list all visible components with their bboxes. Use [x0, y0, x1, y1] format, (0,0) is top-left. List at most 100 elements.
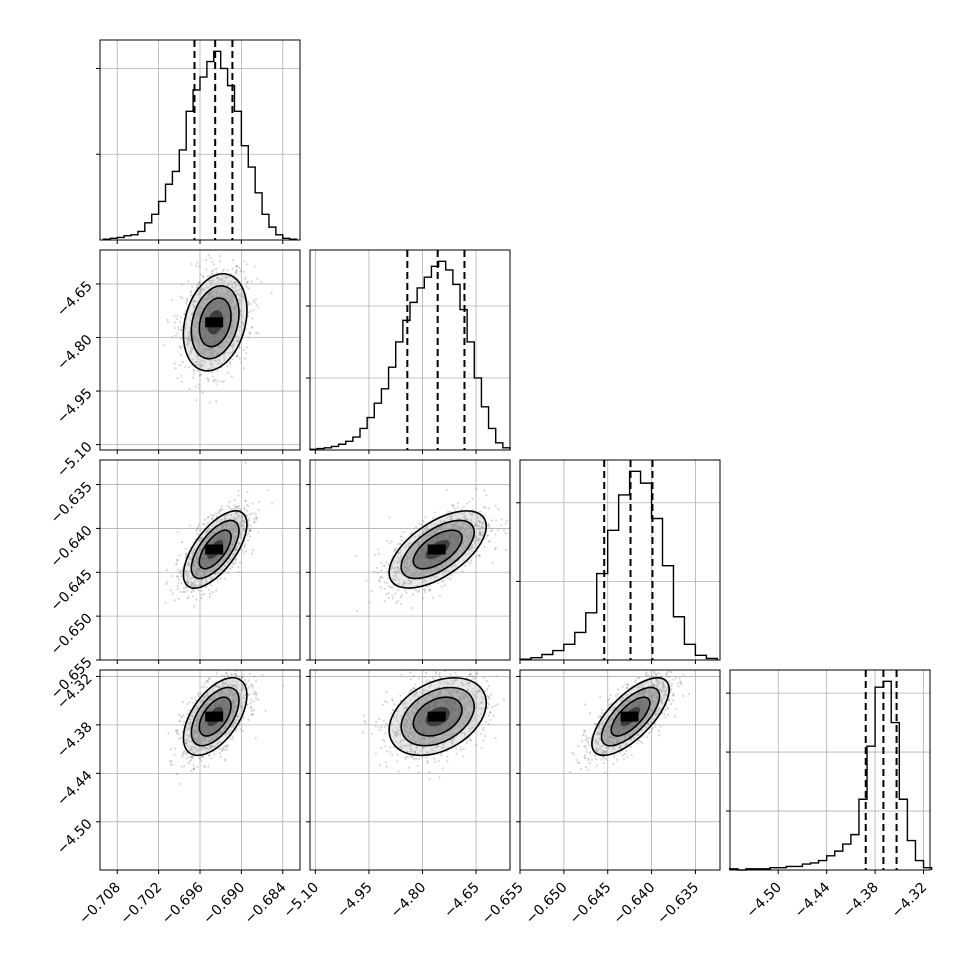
sample-point: [232, 553, 235, 556]
sample-point: [187, 728, 191, 731]
sample-point: [219, 577, 222, 580]
sample-point: [479, 526, 482, 529]
sample-point: [436, 582, 440, 585]
sample-point: [205, 580, 208, 584]
sample-point: [234, 506, 238, 509]
sample-point: [242, 544, 245, 547]
sample-point: [475, 546, 478, 549]
sample-point: [217, 276, 220, 279]
sample-point: [169, 747, 172, 751]
sample-point: [474, 523, 477, 526]
sample-point: [240, 524, 243, 528]
sample-point: [215, 515, 219, 518]
density-peak: [205, 317, 224, 328]
sample-point: [208, 745, 211, 748]
sample-point: [196, 584, 199, 587]
sample-point: [399, 535, 402, 538]
sample-point: [193, 583, 196, 586]
sample-point: [214, 572, 217, 575]
sample-point: [234, 674, 238, 677]
sample-point: [187, 762, 190, 765]
sample-point: [209, 367, 212, 370]
sample-point: [410, 607, 414, 610]
sample-point: [398, 551, 402, 554]
sample-point: [270, 502, 274, 505]
sample-point: [500, 524, 503, 527]
sample-point: [191, 552, 194, 555]
sample-point: [461, 512, 464, 515]
sample-point: [241, 514, 245, 517]
sample-point: [474, 534, 477, 538]
sample-point: [429, 589, 432, 592]
sample-point: [203, 518, 206, 521]
sample-point: [182, 590, 185, 593]
sample-point: [182, 714, 185, 717]
sample-point: [466, 502, 469, 505]
sample-point: [397, 561, 401, 564]
sample-point: [430, 523, 433, 526]
sample-point: [227, 675, 230, 678]
sample-point: [211, 359, 214, 362]
sample-point: [242, 717, 245, 720]
sample-point: [241, 523, 244, 527]
sample-point: [479, 534, 482, 537]
sample-point: [239, 706, 242, 710]
sample-point: [241, 315, 244, 318]
sample-point: [414, 526, 418, 529]
sample-point: [193, 767, 196, 770]
sample-point: [203, 682, 206, 685]
sample-point: [208, 401, 211, 404]
sample-point: [178, 320, 182, 323]
sample-point: [478, 531, 481, 535]
sample-point: [474, 541, 477, 544]
sample-point: [186, 728, 189, 731]
sample-point: [186, 582, 190, 585]
sample-point: [210, 517, 214, 520]
sample-point: [504, 532, 507, 535]
sample-point: [164, 601, 167, 604]
sample-point: [196, 360, 199, 363]
sample-point: [192, 585, 195, 588]
sample-point: [476, 527, 480, 530]
sample-point: [174, 747, 177, 750]
sample-point: [231, 345, 234, 348]
sample-point: [202, 523, 205, 526]
sample-point: [491, 561, 494, 564]
sample-point: [226, 276, 229, 279]
sample-point: [249, 706, 253, 710]
sample-point: [205, 579, 208, 582]
sample-point: [184, 302, 187, 305]
sample-point: [186, 573, 190, 576]
sample-point: [231, 346, 235, 350]
sample-point: [181, 360, 184, 364]
sample-point: [445, 488, 448, 492]
sample-point: [196, 765, 199, 768]
sample-point: [211, 517, 214, 520]
sample-point: [181, 752, 184, 755]
sample-point: [231, 358, 234, 361]
sample-point: [220, 505, 223, 508]
sample-point: [470, 559, 473, 562]
sample-point: [180, 283, 183, 286]
sample-point: [191, 582, 194, 586]
sample-point: [391, 594, 394, 597]
sample-point: [237, 514, 240, 518]
sample-point: [200, 288, 203, 291]
sample-point: [396, 555, 399, 559]
sample-point: [245, 664, 247, 666]
sample-point: [477, 539, 481, 542]
sample-point: [228, 506, 231, 509]
sample-point: [235, 548, 238, 551]
sample-point: [500, 518, 503, 521]
sample-point: [488, 539, 492, 543]
sample-point: [479, 533, 482, 536]
sample-point: [449, 578, 452, 581]
sample-point: [251, 325, 254, 329]
sample-point: [177, 578, 180, 581]
sample-point: [195, 705, 198, 708]
sample-point: [216, 571, 220, 575]
sample-point: [234, 548, 237, 551]
sample-point: [370, 590, 373, 593]
sample-point: [220, 278, 224, 281]
sample-point: [222, 682, 225, 685]
